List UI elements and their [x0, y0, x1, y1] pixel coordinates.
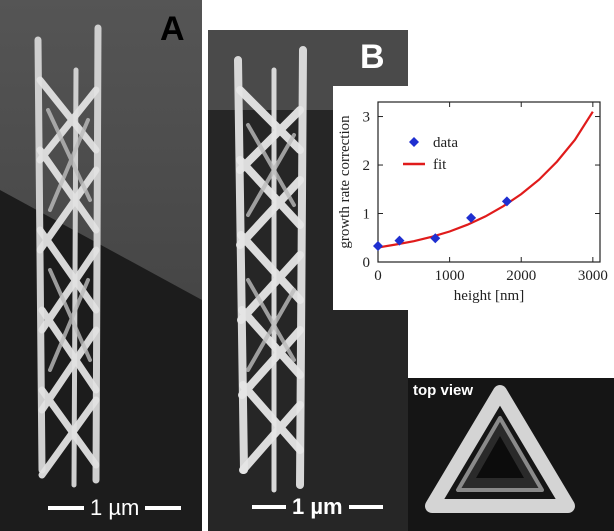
legend-label-data: data — [433, 135, 458, 151]
scale-bar-right-segment — [145, 506, 182, 510]
top-view-label: top view — [413, 382, 474, 399]
y-axis-ticks: 0 1 2 3 — [363, 110, 600, 271]
x-axis-label: height [nm] — [454, 288, 524, 304]
y-tick-label: 3 — [363, 110, 371, 126]
scale-bar-left-segment — [48, 506, 84, 510]
x-tick-label: 1000 — [435, 268, 465, 284]
scale-bar-left-segment — [252, 505, 286, 509]
data-series — [373, 196, 512, 251]
legend-marker-data — [409, 137, 419, 147]
micrograph-top-view — [408, 378, 614, 531]
data-point — [394, 235, 405, 246]
plot-frame — [377, 101, 601, 263]
micrograph-panel-a — [0, 0, 202, 531]
chart-canvas: 0 1000 2000 3000 0 1 2 3 height [nm] growth ra… — [337, 101, 608, 304]
scale-bar-label: 1 µm — [292, 494, 343, 519]
x-tick-label: 2000 — [506, 268, 536, 284]
data-point — [501, 196, 512, 207]
scale-bar-a: 1 µm — [48, 495, 182, 520]
data-point — [373, 241, 383, 251]
panel-label-a: A — [160, 10, 185, 48]
scale-bar-b: 1 µm — [252, 496, 383, 518]
x-tick-label: 3000 — [578, 268, 608, 284]
y-tick-label: 0 — [363, 255, 371, 271]
y-tick-label: 2 — [363, 158, 371, 174]
x-axis-ticks: 0 1000 2000 3000 — [374, 102, 608, 284]
chart-legend: data fit — [403, 135, 458, 173]
fit-line — [377, 111, 594, 249]
y-tick-label: 1 — [363, 207, 371, 223]
growth-rate-chart: 0 1000 2000 3000 0 1 2 3 height [nm] growth ra… — [333, 86, 614, 310]
tower-a-image — [0, 0, 202, 531]
data-point — [430, 233, 441, 244]
data-point — [466, 212, 477, 223]
panel-label-b: B — [360, 38, 385, 76]
scale-bar-label: 1 µm — [90, 495, 140, 520]
fit-series — [377, 111, 594, 249]
x-tick-label: 0 — [374, 268, 382, 284]
triangle-top-view-image — [408, 378, 614, 531]
legend-label-fit: fit — [433, 157, 447, 173]
y-axis-label: growth rate correction — [337, 115, 353, 249]
scale-bar-right-segment — [348, 505, 383, 509]
